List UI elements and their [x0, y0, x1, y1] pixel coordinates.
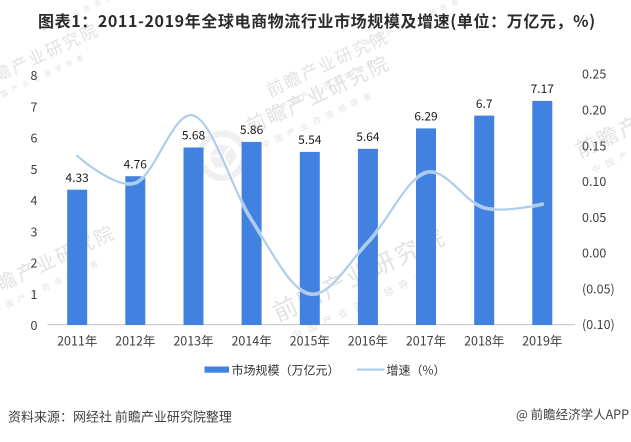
svg-text:2011年: 2011年: [57, 331, 97, 350]
svg-text:图表1：2011-2019年全球电商物流行业市场规模及增速(: 图表1：2011-2019年全球电商物流行业市场规模及增速(单位：万亿元，%): [38, 8, 596, 32]
svg-text:7: 7: [31, 97, 38, 116]
svg-text:7.17: 7.17: [531, 80, 555, 97]
svg-text:(0.05): (0.05): [582, 278, 615, 297]
svg-text:0.05: 0.05: [582, 207, 606, 226]
svg-text:4.76: 4.76: [124, 155, 148, 172]
svg-text:4: 4: [31, 190, 38, 209]
svg-text:6.29: 6.29: [414, 108, 437, 125]
svg-text:资料来源：网经社 前瞻产业研究院整理: 资料来源：网经社 前瞻产业研究院整理: [8, 407, 232, 426]
svg-text:2: 2: [31, 253, 38, 272]
svg-text:0.10: 0.10: [582, 171, 606, 190]
svg-text:0.15: 0.15: [582, 135, 606, 154]
svg-text:市场规模（万亿元）: 市场规模（万亿元）: [232, 362, 340, 379]
svg-text:0.25: 0.25: [582, 64, 606, 83]
svg-text:(0.10): (0.10): [582, 314, 615, 333]
svg-text:5.64: 5.64: [356, 128, 380, 145]
svg-text:0: 0: [31, 315, 38, 334]
svg-text:6.7: 6.7: [476, 95, 493, 112]
svg-text:5: 5: [31, 159, 38, 178]
svg-text:2016年: 2016年: [348, 331, 388, 350]
svg-text:增速（%）: 增速（%）: [387, 362, 446, 379]
svg-text:2012年: 2012年: [115, 331, 155, 350]
svg-text:2018年: 2018年: [464, 331, 504, 350]
svg-text:5.68: 5.68: [182, 127, 206, 144]
svg-text:@ 前瞻经济学人APP: @ 前瞻经济学人APP: [516, 404, 629, 423]
svg-text:0.00: 0.00: [582, 243, 606, 262]
svg-text:5.54: 5.54: [298, 131, 322, 148]
svg-text:1: 1: [31, 284, 38, 303]
svg-text:2019年: 2019年: [522, 331, 562, 350]
svg-text:2014年: 2014年: [231, 331, 271, 350]
svg-text:2013年: 2013年: [173, 331, 213, 350]
svg-text:0.20: 0.20: [582, 100, 606, 119]
svg-text:3: 3: [31, 221, 38, 240]
svg-text:2017年: 2017年: [406, 331, 446, 350]
svg-text:4.33: 4.33: [66, 169, 89, 186]
svg-text:5.86: 5.86: [240, 121, 264, 138]
svg-text:8: 8: [31, 65, 38, 84]
svg-text:2015年: 2015年: [290, 331, 330, 350]
svg-text:6: 6: [31, 128, 38, 147]
